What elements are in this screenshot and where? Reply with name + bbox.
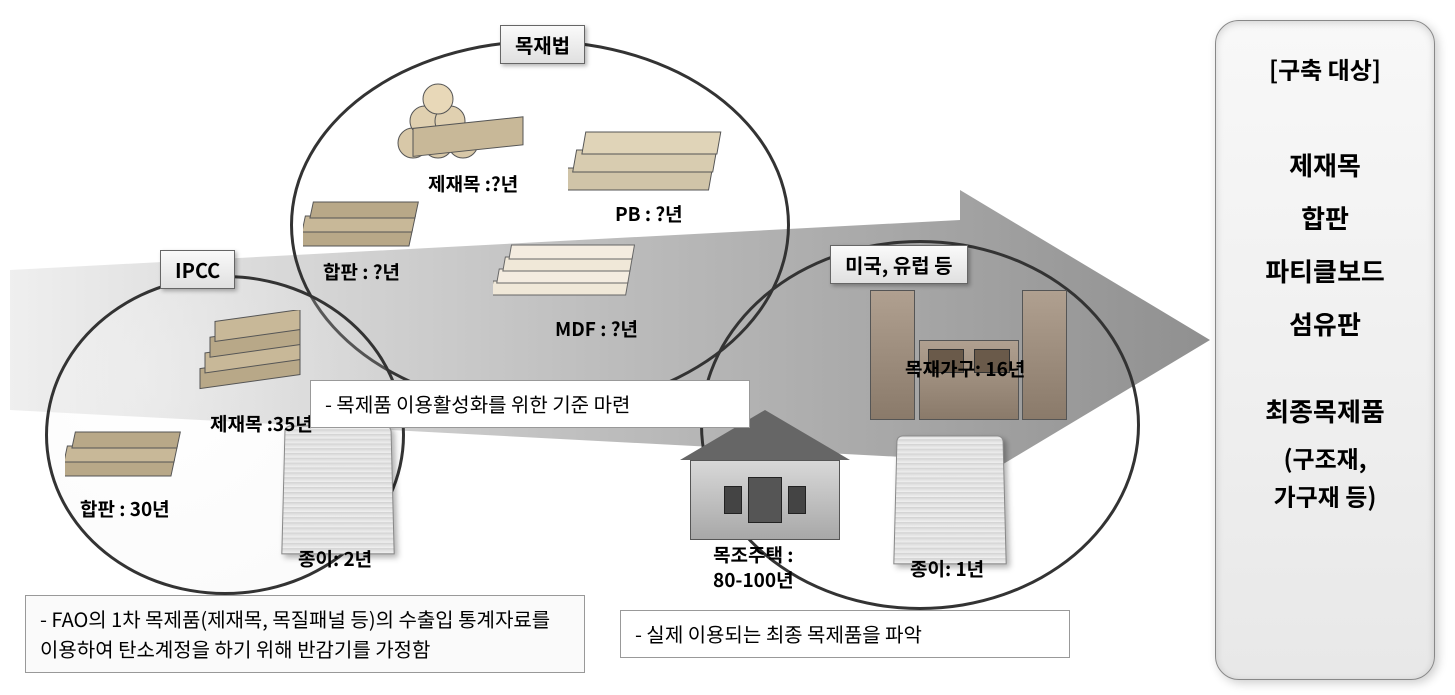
right-panel-final-title: 최종목제품 bbox=[1228, 392, 1422, 429]
ipcc-plywood-label: 합판 : 30년 bbox=[80, 495, 170, 522]
wl-plywood-label: 합판 : ?년 bbox=[323, 258, 400, 285]
right-panel-item-2: 파티클보드 bbox=[1228, 252, 1422, 289]
ue-house-img bbox=[680, 410, 850, 540]
wl-mdf-label: MDF : ?년 bbox=[555, 315, 638, 342]
ipcc-lumber-label: 제재목 :35년 bbox=[210, 410, 313, 437]
right-panel-item-3: 섬유판 bbox=[1228, 305, 1422, 342]
wood-law-note: - 목제품 이용활성화를 위한 기준 마련 bbox=[310, 380, 750, 428]
ipcc-label: IPCC bbox=[160, 250, 235, 289]
wood-law-label: 목재법 bbox=[500, 25, 585, 64]
ue-paper-label: 종이: 1년 bbox=[910, 555, 984, 582]
right-panel: [구축 대상] 제재목 합판 파티클보드 섬유판 최종목제품 (구조재, 가구재… bbox=[1215, 20, 1435, 680]
ipcc-paper-img bbox=[283, 423, 393, 553]
ipcc-paper-label: 종이: 2년 bbox=[298, 545, 372, 572]
right-panel-title: [구축 대상] bbox=[1228, 51, 1422, 86]
us-eu-label: 미국, 유럽 등 bbox=[830, 245, 968, 284]
right-panel-item-0: 제재목 bbox=[1228, 146, 1422, 183]
diagram-canvas: IPCC 목재법 미국, 유럽 등 제재목 :35년 합판 : 30년 종이: … bbox=[0, 0, 1455, 695]
right-panel-item-1: 합판 bbox=[1228, 199, 1422, 236]
wl-pb-label: PB : ?년 bbox=[615, 200, 683, 227]
ue-house-label: 목조주택 : 80-100년 bbox=[713, 543, 794, 592]
ipcc-plywood-img bbox=[65, 410, 195, 505]
wl-lumber-label: 제재목 :?년 bbox=[428, 170, 518, 197]
ipcc-lumber-img bbox=[190, 310, 310, 415]
ipcc-note: - FAO의 1차 목제품(제재목, 목질패널 등)의 수출입 통계자료를 이용… bbox=[25, 595, 585, 673]
ue-paper-img bbox=[895, 433, 1005, 563]
us-eu-note: - 실제 이용되는 최종 목제품을 파악 bbox=[620, 610, 1070, 658]
ue-furniture-label: 목재가구: 16년 bbox=[905, 355, 1025, 382]
right-panel-final-sub: (구조재, 가구재 등) bbox=[1228, 439, 1422, 516]
